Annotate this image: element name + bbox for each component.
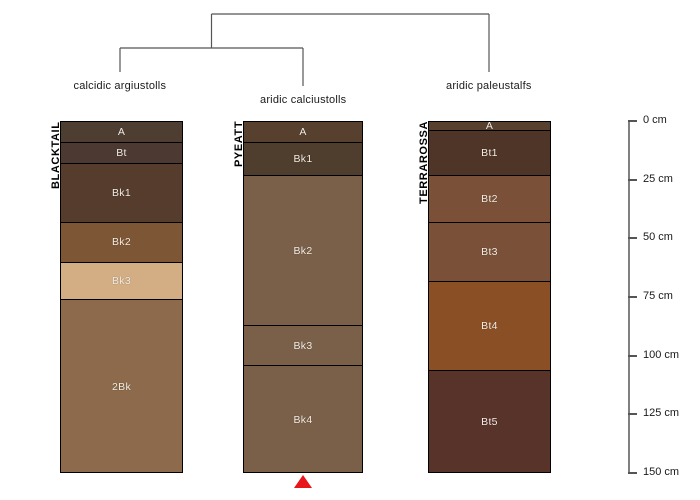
horizon-label: Bk1: [293, 153, 313, 166]
depth-axis-tick: [628, 296, 637, 298]
profile-column-blacktail: A Bt Bk1 Bk2 Bk3 2Bk: [60, 121, 183, 473]
horizon-bt[interactable]: Bt: [61, 143, 182, 165]
horizon-label: Bt3: [481, 245, 498, 258]
horizon-label: Bk2: [112, 236, 131, 249]
depth-axis-tick-label: 75 cm: [643, 290, 673, 302]
horizon-bk4[interactable]: Bk4: [244, 366, 362, 472]
depth-axis-tick-label: 125 cm: [643, 407, 680, 420]
horizon-bt3[interactable]: Bt3: [429, 222, 550, 282]
profile-column-terrarossa: A Bt1 Bt2 Bt3 Bt4 Bt5: [428, 121, 551, 473]
taxon-label-1: aridic calciustolls: [260, 94, 347, 106]
taxon-label-0: calcidic argiustolls: [73, 80, 167, 92]
horizon-bk2[interactable]: Bk2: [61, 222, 182, 263]
horizon-bk1[interactable]: Bk1: [244, 143, 362, 176]
depth-axis-tick: [628, 413, 637, 416]
depth-axis-tick-label: 50 cm: [643, 231, 673, 244]
horizon-2bk[interactable]: 2Bk: [61, 300, 182, 472]
horizon-bk1[interactable]: Bk1: [61, 164, 182, 223]
horizon-label: Bk2: [293, 244, 313, 257]
horizon-label: Bk1: [112, 187, 131, 200]
horizon-label: Bt5: [481, 416, 498, 429]
horizon-bk3[interactable]: Bk3: [61, 262, 182, 301]
dendrogram-lines: [119, 13, 490, 86]
horizon-label: Bt: [116, 147, 127, 160]
horizon-bt4[interactable]: Bt4: [429, 281, 550, 371]
depth-axis-tick: [628, 237, 637, 240]
horizon-label: Bk3: [293, 339, 313, 352]
profile-column-pyeatt: A Bk1 Bk2 Bk3 Bk4: [243, 121, 363, 473]
horizon-label: A: [117, 126, 126, 139]
horizon-bt2[interactable]: Bt2: [429, 175, 550, 223]
horizon-label: Bt1: [481, 147, 498, 160]
depth-axis-tick-label: 25 cm: [643, 172, 673, 185]
horizon-label: Bt4: [481, 319, 498, 332]
horizon-a[interactable]: A: [429, 122, 550, 132]
depth-axis-tick-label: 150 cm: [643, 466, 680, 478]
horizon-label: Bk4: [293, 414, 313, 427]
horizon-bk3[interactable]: Bk3: [244, 326, 362, 367]
depth-axis-tick: [628, 354, 637, 357]
dendrogram-tree: [119, 13, 490, 86]
horizon-label: A: [299, 126, 307, 139]
horizon-label: 2Bk: [112, 381, 131, 394]
horizon-bt5[interactable]: Bt5: [429, 370, 550, 472]
profile-marker-triangle[interactable]: [294, 475, 312, 488]
horizon-label: Bk3: [112, 275, 131, 288]
depth-axis-tick: [628, 472, 637, 474]
horizon-bt1[interactable]: Bt1: [429, 131, 550, 176]
taxon-label-2: aridic paleustalfs: [446, 80, 532, 92]
horizon-label: Bt2: [481, 192, 498, 205]
horizon-bk2[interactable]: Bk2: [244, 175, 362, 327]
depth-axis-tick-label: 0 cm: [643, 114, 667, 126]
depth-axis-tick: [628, 178, 637, 181]
depth-axis-tick: [628, 120, 637, 122]
horizon-a[interactable]: A: [244, 122, 362, 144]
depth-axis-tick-label: 100 cm: [643, 348, 680, 361]
horizon-a[interactable]: A: [61, 122, 182, 144]
